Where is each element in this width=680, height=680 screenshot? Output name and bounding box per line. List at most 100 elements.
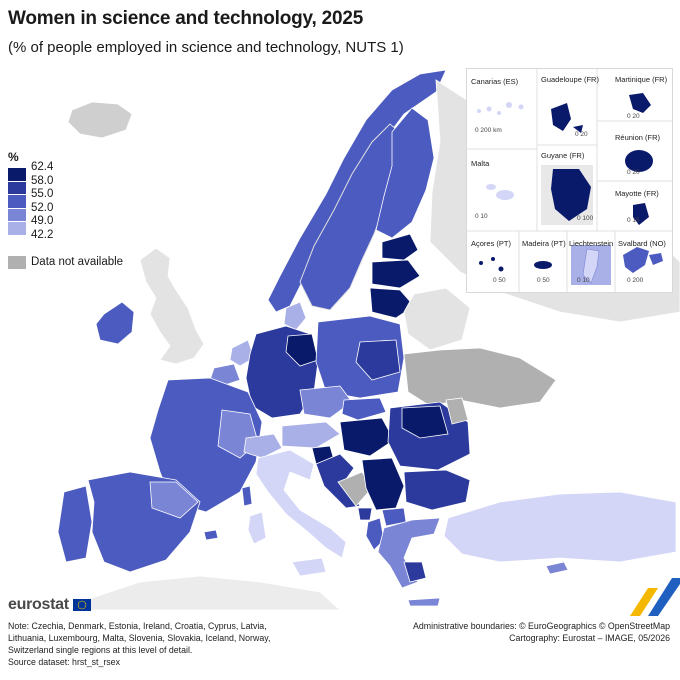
inset-liechtenstein-map	[582, 248, 600, 284]
legend-label: 62.4	[31, 161, 54, 173]
note-line: Note: Czechia, Denmark, Estonia, Ireland…	[8, 621, 267, 631]
region-moldova	[445, 397, 469, 425]
region-montenegro	[357, 507, 373, 521]
region-ukraine	[403, 347, 557, 409]
legend-class-3: 55.0	[8, 188, 118, 209]
region-uk	[139, 247, 205, 365]
region-estonia	[381, 233, 419, 261]
overseas-insets-panel: Canarias (ES) 0 200 km Guadeloupe (FR) 0…	[466, 68, 673, 293]
inset-guadeloupe-map	[551, 103, 583, 133]
source-dataset: Source dataset: hrst_st_rsex	[8, 657, 120, 667]
inset-label-svalbard: Svalbard (NO)	[618, 239, 666, 248]
scale-canarias: 0 200 km	[475, 127, 502, 134]
inset-label-mayotte: Mayotte (FR)	[615, 189, 659, 198]
region-austria	[281, 421, 341, 449]
region-hungary	[339, 417, 395, 457]
legend-not-available: Data not available	[8, 255, 123, 269]
scale-guyane: 0 100	[577, 215, 594, 222]
eurostat-corner-stripes	[630, 578, 680, 616]
map-legend: % 62.4 58.0 55.0 52.0 49.0 42.2 Data not…	[8, 150, 123, 269]
inset-label-martinique: Martinique (FR)	[615, 75, 668, 84]
inset-reunion-map	[625, 150, 653, 172]
region-albania	[365, 517, 385, 551]
region-sardinia	[247, 511, 267, 545]
scale-svalbard: 0 200	[627, 277, 644, 284]
region-sicily	[291, 557, 327, 577]
region-serbia	[361, 457, 405, 511]
legend-label: 49.0	[31, 215, 54, 227]
scale-madeira: 0 50	[537, 277, 550, 284]
inset-canarias-map	[477, 102, 524, 115]
region-czechia	[299, 385, 353, 419]
legend-label: 58.0	[31, 174, 54, 187]
legend-swatch	[8, 235, 26, 237]
region-switzerland	[243, 433, 283, 459]
region-italy	[255, 449, 347, 559]
scale-malta: 0 10	[475, 213, 488, 220]
region-balearics	[203, 529, 219, 541]
legend-class-5: 49.0	[8, 215, 118, 236]
region-crete	[407, 597, 441, 607]
legend-class-1: 62.4	[8, 161, 118, 182]
inset-mayotte-map	[633, 203, 649, 225]
region-finland	[375, 107, 435, 239]
inset-madeira-map	[534, 261, 552, 269]
map-subtitle: (% of people employed in science and tec…	[8, 39, 404, 56]
inset-label-malta: Malta	[471, 159, 490, 168]
credits-boundaries: Administrative boundaries: © EuroGeograp…	[413, 621, 670, 631]
inset-guyane-map	[551, 169, 591, 221]
legend-class-4: 52.0	[8, 202, 118, 222]
region-portugal	[57, 485, 93, 563]
inset-label-madeira: Madeira (PT)	[522, 239, 566, 248]
credits-cartography: Cartography: Eurostat – IMAGE, 05/2026	[509, 633, 670, 643]
region-turkey	[443, 491, 677, 563]
legend-unit: %	[8, 150, 19, 164]
region-latvia	[371, 259, 421, 289]
legend-swatch-na	[8, 255, 26, 269]
region-poland-east	[355, 339, 401, 381]
region-corsica	[241, 485, 253, 507]
legend-class-2: 58.0	[8, 175, 118, 195]
inset-label-acores: Açores (PT)	[471, 239, 512, 248]
region-germany-east	[285, 333, 319, 367]
inset-label-liechtenstein: Liechtenstein	[569, 239, 614, 248]
eu-flag-icon	[72, 599, 91, 611]
legend-na-label: Data not available	[31, 256, 124, 268]
region-belarus	[403, 287, 471, 351]
region-romania-north	[401, 405, 449, 439]
legend-label: 42.2	[31, 228, 54, 241]
region-slovakia	[341, 397, 387, 421]
region-spain-northeast	[149, 481, 199, 519]
legend-swatch	[8, 181, 26, 195]
inset-label-guyane: Guyane (FR)	[541, 151, 585, 160]
inset-svalbard-map	[623, 247, 663, 273]
legend-swatch	[8, 168, 26, 182]
map-note: Note: Czechia, Denmark, Estonia, Ireland…	[8, 620, 308, 668]
region-greece-attica	[403, 561, 427, 583]
note-line: Switzerland single regions at this level…	[8, 645, 193, 655]
scale-martinique: 0 20	[627, 113, 640, 120]
region-north-africa	[79, 575, 341, 610]
inset-label-canarias: Canarias (ES)	[471, 77, 519, 86]
map-title: Women in science and technology, 2025	[8, 8, 364, 29]
inset-martinique-map	[629, 93, 651, 113]
scale-guadeloupe: 0 20	[575, 131, 588, 138]
inset-label-guadeloupe: Guadeloupe (FR)	[541, 75, 599, 84]
eurostat-logo: eurostat	[8, 596, 91, 614]
scale-mayotte: 0 15	[627, 217, 640, 224]
region-iceland	[67, 101, 133, 139]
legend-label: 55.0	[31, 188, 54, 200]
eurostat-wordmark: eurostat	[8, 596, 69, 613]
region-ireland	[95, 301, 135, 345]
scale-liechtenstein: 0 10	[577, 277, 590, 284]
note-line: Lithuania, Luxembourg, Malta, Slovenia, …	[8, 633, 271, 643]
region-denmark	[283, 301, 307, 331]
scale-acores: 0 50	[493, 277, 506, 284]
region-netherlands	[229, 339, 255, 367]
inset-malta-map	[486, 184, 514, 200]
region-cyprus	[545, 561, 569, 575]
inset-acores-map	[479, 257, 504, 272]
legend-swatch	[8, 208, 26, 222]
region-greece	[377, 517, 441, 589]
legend-swatch	[8, 222, 26, 236]
